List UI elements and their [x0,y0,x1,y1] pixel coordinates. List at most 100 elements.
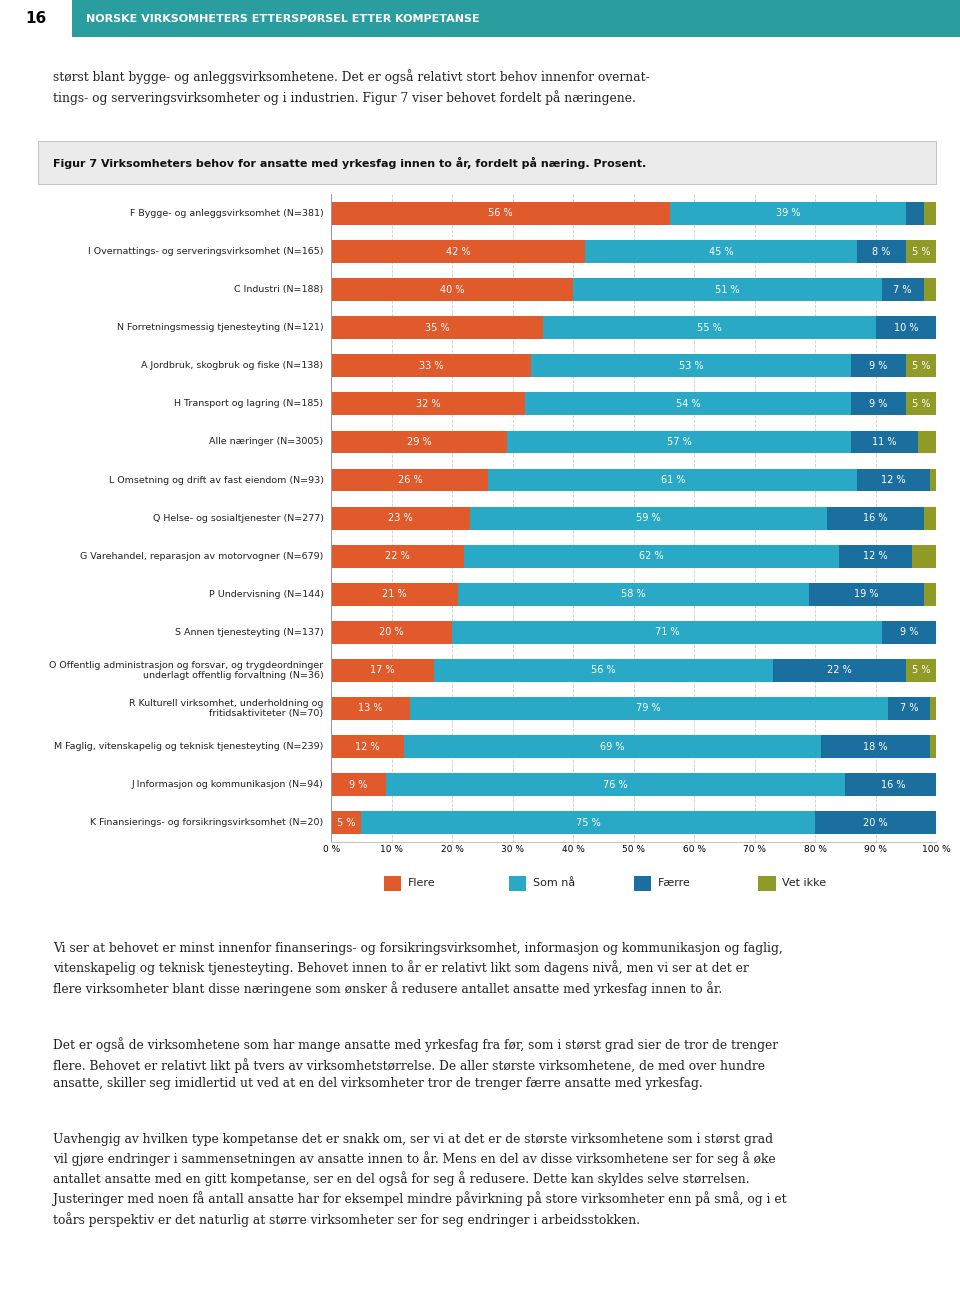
Bar [906,355,936,377]
Text: Færre: Færre [658,878,690,889]
Text: 18 %: 18 % [863,741,888,752]
Bar [586,240,857,264]
Text: 62 %: 62 % [639,551,664,561]
Bar [821,735,930,758]
Text: Det er også de virksomhetene som har mange ansatte med yrkesfag fra før, som i s: Det er også de virksomhetene som har man… [53,1037,778,1090]
Text: 13 %: 13 % [358,703,383,714]
Text: 10 %: 10 % [894,322,918,333]
Text: størst blant bygge- og anleggsvirksomhetene. Det er også relativt stort behov in: størst blant bygge- og anleggsvirksomhet… [53,69,650,104]
Text: 45 %: 45 % [709,247,733,257]
Bar [465,544,839,568]
Text: C Industri (N=188): C Industri (N=188) [234,284,324,294]
Text: G Varehandel, reparasjon av motorvogner (N=679): G Varehandel, reparasjon av motorvogner … [80,552,324,561]
Bar [852,393,906,415]
Bar [434,659,773,681]
Bar [924,278,936,301]
Text: 55 %: 55 % [697,322,722,333]
Text: 32 %: 32 % [416,399,441,408]
Bar [930,697,936,720]
Bar [404,735,821,758]
Bar [809,583,924,606]
Bar [758,876,776,891]
Bar [331,355,531,377]
Text: 5 %: 5 % [912,247,930,257]
Bar [852,431,918,453]
Bar [452,621,881,643]
Text: 12 %: 12 % [863,551,888,561]
Text: NORSKE VIRKSOMHETERS ETTERSPØRSEL ETTER KOMPETANSE: NORSKE VIRKSOMHETERS ETTERSPØRSEL ETTER … [86,13,480,23]
Text: 9 %: 9 % [349,779,368,790]
Text: 16 %: 16 % [881,779,906,790]
Bar [384,876,401,891]
Bar [386,773,845,796]
Bar [918,431,936,453]
Text: 9 %: 9 % [900,628,918,637]
Text: 40 %: 40 % [440,284,465,295]
Bar [331,316,543,339]
Text: 16: 16 [25,10,47,26]
Bar [507,431,852,453]
Text: 5 %: 5 % [912,399,930,408]
Text: 71 %: 71 % [655,628,679,637]
Text: 22 %: 22 % [827,666,852,676]
Bar [888,697,930,720]
Text: Q Helse- og sosialtjenester (N=277): Q Helse- og sosialtjenester (N=277) [153,514,324,522]
Text: L Omsetning og drift av fast eiendom (N=93): L Omsetning og drift av fast eiendom (N=… [108,475,324,484]
Bar [361,812,815,834]
Text: 79 %: 79 % [636,703,661,714]
Bar [930,468,936,492]
Bar [924,583,936,606]
Text: H Transport og lagring (N=185): H Transport og lagring (N=185) [175,399,324,408]
Text: F Bygge- og anleggsvirksomhet (N=381): F Bygge- og anleggsvirksomhet (N=381) [130,209,324,218]
Text: J Informasjon og kommunikasjon (N=94): J Informasjon og kommunikasjon (N=94) [132,780,324,790]
Text: 20 %: 20 % [863,818,888,827]
Bar [670,202,906,224]
Text: 53 %: 53 % [679,360,704,371]
Bar [881,278,924,301]
Bar [531,355,852,377]
Text: 61 %: 61 % [660,475,685,485]
Text: 54 %: 54 % [676,399,701,408]
Text: 19 %: 19 % [854,590,878,599]
Text: 8 %: 8 % [873,247,891,257]
Text: Vet ikke: Vet ikke [782,878,827,889]
Bar [331,431,507,453]
Text: 5 %: 5 % [912,666,930,676]
Bar [331,773,386,796]
Text: 17 %: 17 % [371,666,395,676]
Bar [815,812,936,834]
Text: Vi ser at behovet er minst innenfor finanserings- og forsikringsvirksomhet, info: Vi ser at behovet er minst innenfor fina… [53,942,782,996]
Bar [857,240,906,264]
Bar [331,583,458,606]
Text: 33 %: 33 % [419,360,444,371]
Text: 75 %: 75 % [576,818,601,827]
Text: Som nå: Som nå [533,878,575,889]
Text: 57 %: 57 % [666,437,691,446]
Bar [852,355,906,377]
Bar [0,0,72,37]
Text: R Kulturell virksomhet, underholdning og
fritidsaktiviteter (N=70): R Kulturell virksomhet, underholdning og… [130,698,324,718]
Bar [331,812,361,834]
Text: 12 %: 12 % [881,475,906,485]
Text: 7 %: 7 % [894,284,912,295]
Text: 22 %: 22 % [385,551,410,561]
Text: 7 %: 7 % [900,703,918,714]
Text: 35 %: 35 % [424,322,449,333]
Text: K Finansierings- og forsikringsvirksomhet (N=20): K Finansierings- og forsikringsvirksomhe… [90,818,324,827]
Bar [489,468,857,492]
Text: 26 %: 26 % [397,475,422,485]
Bar [912,544,936,568]
Text: 9 %: 9 % [870,360,888,371]
Bar [634,876,651,891]
Bar [331,735,404,758]
Text: Alle næringer (N=3005): Alle næringer (N=3005) [209,437,324,446]
Bar [331,240,586,264]
Text: 56 %: 56 % [591,666,615,676]
Text: Flere: Flere [408,878,436,889]
Bar [906,659,936,681]
Text: 39 %: 39 % [776,209,800,218]
Bar [906,240,936,264]
Text: A Jordbruk, skogbruk og fiske (N=138): A Jordbruk, skogbruk og fiske (N=138) [141,361,324,371]
Bar [828,506,924,530]
Bar [924,506,936,530]
